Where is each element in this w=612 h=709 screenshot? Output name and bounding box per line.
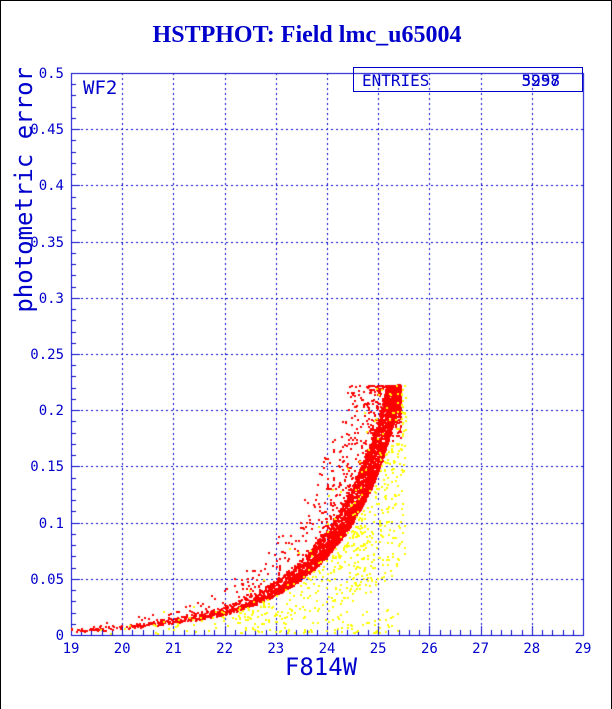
x-tick-label: 25 <box>369 641 387 657</box>
entries-value: 5257 <box>521 71 560 90</box>
entries-value: 3998 <box>521 71 560 90</box>
y-tick-label: 0.15 <box>30 459 64 476</box>
x-tick-label: 22 <box>216 641 234 657</box>
x-tick-label: 20 <box>113 641 131 657</box>
entries-stats-box: ENTRIES 3998 5257 <box>353 67 583 92</box>
y-tick-label: 0.4 <box>38 178 64 195</box>
x-tick-label: 29 <box>574 641 592 657</box>
y-tick-label: 0.25 <box>30 347 64 363</box>
page-title: HSTPHOT: Field lmc_u65004 <box>152 22 462 48</box>
x-tick-label: 26 <box>420 641 438 657</box>
x-axis-title: F814W <box>284 653 358 681</box>
y-tick-label: 0.35 <box>30 234 64 251</box>
y-tick-label: 0.05 <box>30 571 64 588</box>
y-tick-label: 0.45 <box>30 122 64 139</box>
y-tick-label: 0.5 <box>38 66 64 82</box>
y-tick-label: 0 <box>55 628 64 644</box>
y-axis-title-text: photometric error <box>10 67 38 313</box>
entries-label: ENTRIES <box>362 71 430 90</box>
y-tick-label: 0.3 <box>38 290 64 307</box>
detector-label: WF2 <box>83 77 118 99</box>
x-tick-label: 23 <box>267 641 285 657</box>
x-tick-label: 28 <box>523 641 541 657</box>
x-tick-label: 21 <box>164 641 182 657</box>
entries-values: 3998 5257 <box>500 71 560 90</box>
y-tick-label: 0.2 <box>38 403 64 420</box>
y-tick-label: 0.1 <box>38 515 64 532</box>
y-axis-title: photometric error <box>10 67 38 629</box>
x-tick-label: 19 <box>62 641 80 657</box>
x-tick-label: 24 <box>318 641 336 657</box>
x-tick-label: 27 <box>472 641 490 657</box>
